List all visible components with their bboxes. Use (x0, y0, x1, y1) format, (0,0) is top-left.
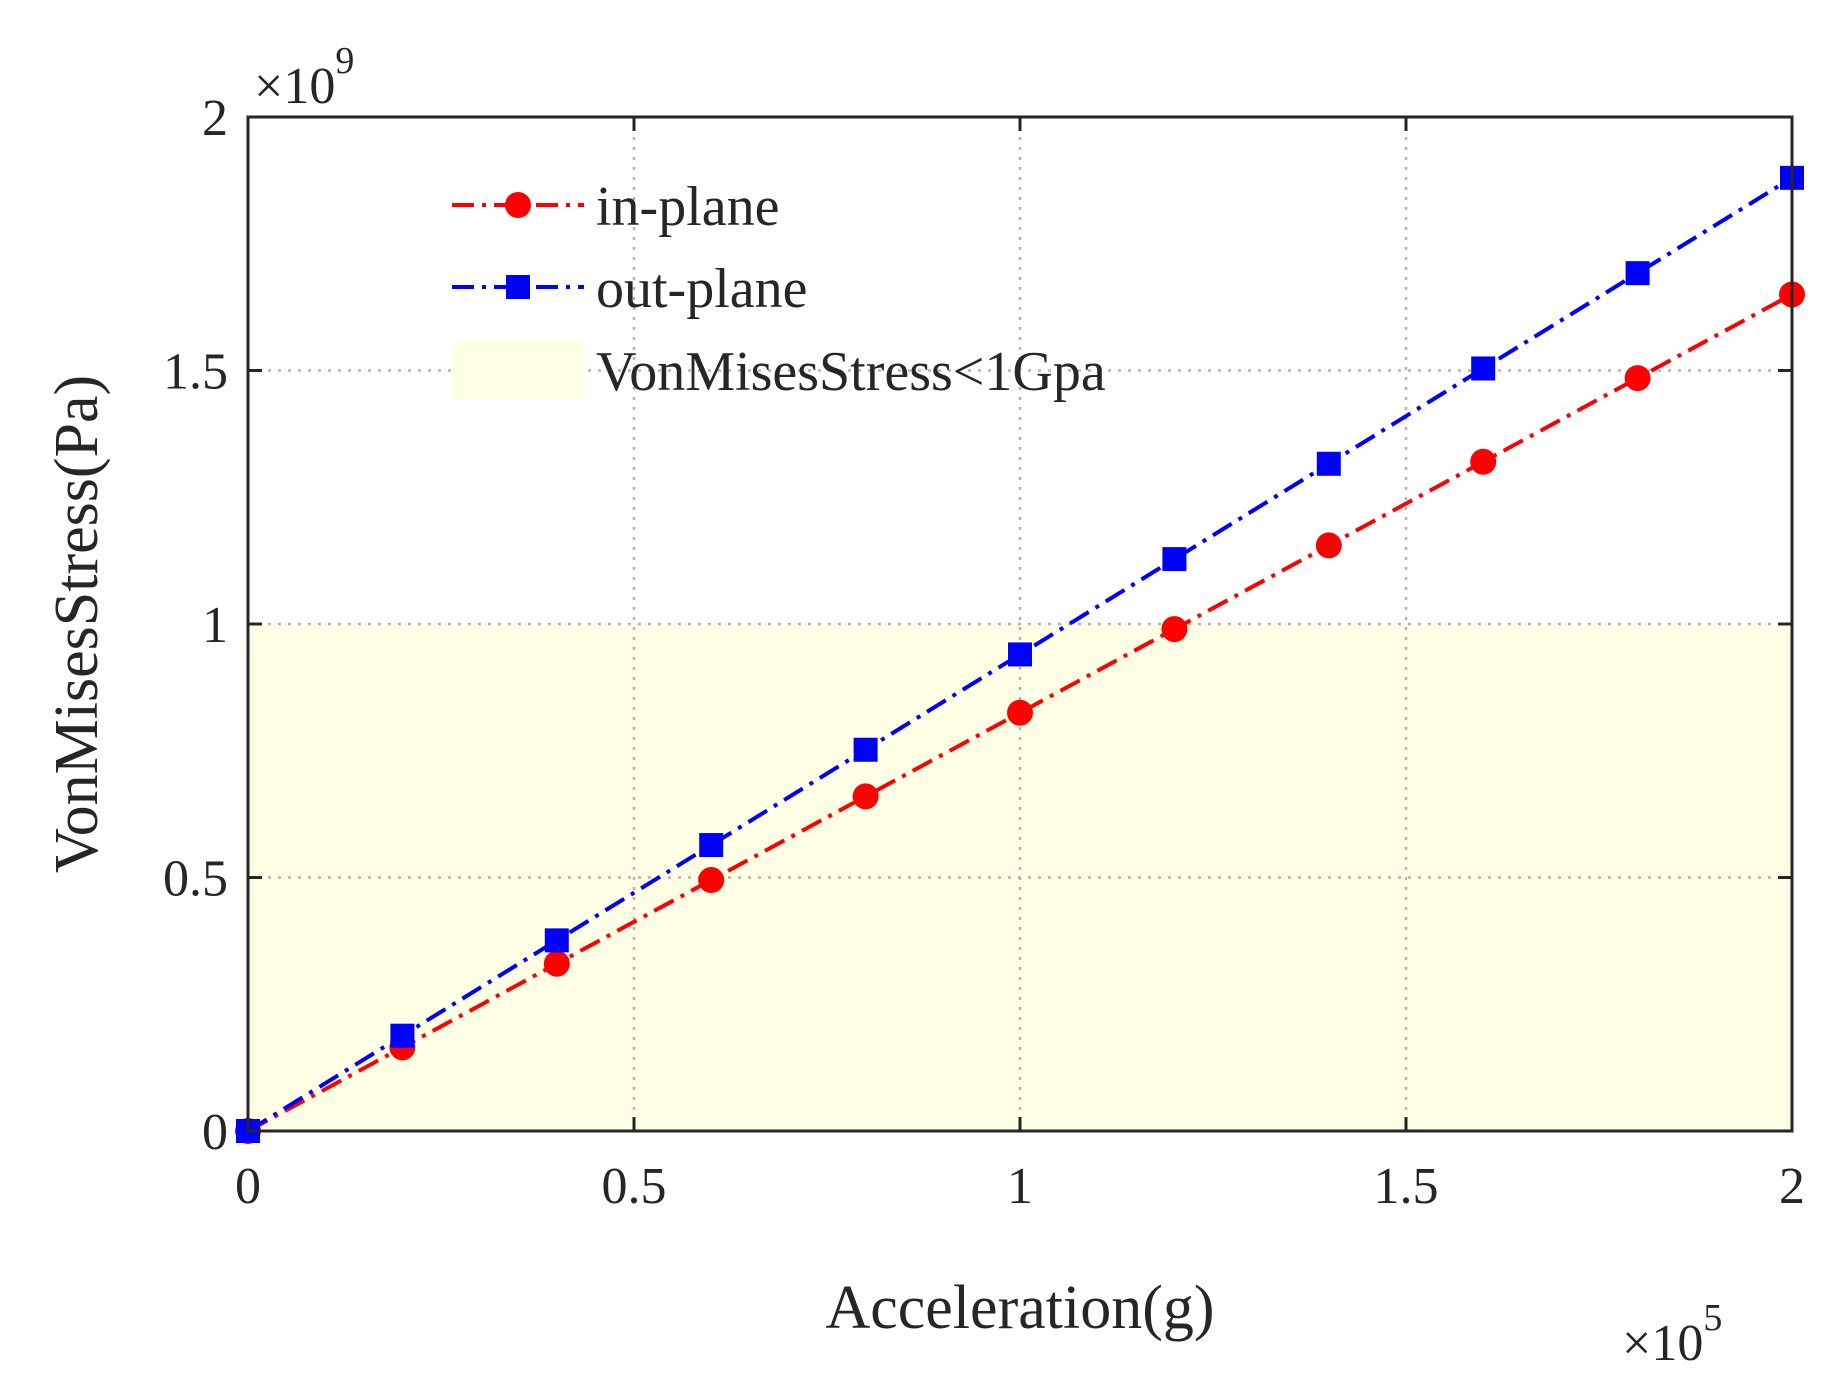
series-line-out-plane (246, 176, 1794, 1133)
data-point-out-plane (544, 928, 569, 953)
series-out-plane (236, 165, 1804, 1143)
y-multiplier: ×109 (254, 40, 354, 115)
data-point-in-plane (698, 867, 725, 894)
y-tick-label: 0.5 (163, 851, 228, 908)
data-point-out-plane (699, 833, 724, 858)
data-point-out-plane (1162, 547, 1187, 572)
y-tick-label: 1 (202, 597, 228, 654)
y-multiplier-exponent: 9 (335, 40, 354, 82)
x-tick-label: 0.5 (602, 1158, 667, 1215)
legend-marker-in-plane (505, 192, 531, 218)
series-in-plane (235, 281, 1805, 1144)
data-point-out-plane (1316, 451, 1341, 476)
legend: in-plane out-plane VonMisesStress<1Gpa (452, 176, 1106, 403)
series-layer (235, 165, 1805, 1144)
data-point-in-plane (1315, 532, 1342, 559)
data-point-out-plane (1471, 356, 1496, 381)
x-multiplier-base: ×10 (1622, 1315, 1703, 1372)
tick-marks (246, 115, 1794, 1133)
y-multiplier-base: ×10 (254, 58, 335, 115)
data-point-in-plane (1624, 365, 1651, 392)
data-point-in-plane (852, 783, 879, 810)
x-tick-label: 2 (1779, 1158, 1805, 1215)
data-point-in-plane (1007, 699, 1033, 726)
data-point-out-plane (853, 737, 878, 762)
x-tick-label: 0 (235, 1158, 261, 1215)
y-tick-label: 0 (202, 1104, 228, 1161)
data-point-out-plane (1625, 261, 1650, 286)
data-point-out-plane (390, 1023, 415, 1048)
legend-label-out-plane: out-plane (596, 258, 807, 320)
tick-labels: 0 0.5 1 1.5 2 0 0.5 1 1.5 2 (163, 90, 1805, 1215)
data-point-in-plane (543, 950, 570, 977)
x-multiplier: ×105 (1622, 1297, 1722, 1372)
legend-marker-out-plane (506, 275, 530, 299)
legend-label-in-plane: in-plane (596, 176, 779, 238)
y-tick-label: 1.5 (163, 344, 228, 401)
data-point-out-plane (1008, 642, 1032, 667)
gridlines (248, 117, 1792, 1131)
y-tick-label: 2 (202, 90, 228, 147)
y-axis-label: VonMisesStress(Pa) (43, 375, 111, 873)
x-multiplier-exponent: 5 (1703, 1297, 1722, 1339)
data-point-in-plane (1161, 616, 1188, 643)
x-tick-label: 1 (1007, 1158, 1033, 1215)
data-point-in-plane (1470, 448, 1497, 475)
legend-swatch-region (452, 340, 584, 400)
legend-label-region: VonMisesStress<1Gpa (596, 341, 1106, 403)
x-tick-label: 1.5 (1374, 1158, 1439, 1215)
x-axis-label: Acceleration(g) (826, 1274, 1215, 1342)
